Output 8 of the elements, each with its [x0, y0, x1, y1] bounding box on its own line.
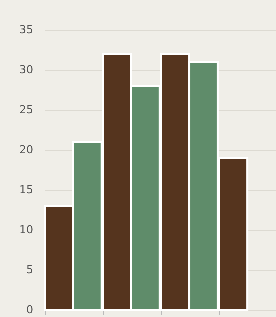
y-tick-label: 10: [20, 224, 34, 236]
y-tick-label: 20: [20, 144, 34, 156]
y-tick-label: 15: [20, 184, 34, 196]
y-tick-label: 30: [20, 64, 34, 76]
y-tick-label: 25: [20, 104, 34, 116]
y-tick-label: 5: [26, 264, 34, 276]
y-tick-label: 0: [26, 304, 34, 316]
y-tick-label: 35: [20, 24, 34, 36]
